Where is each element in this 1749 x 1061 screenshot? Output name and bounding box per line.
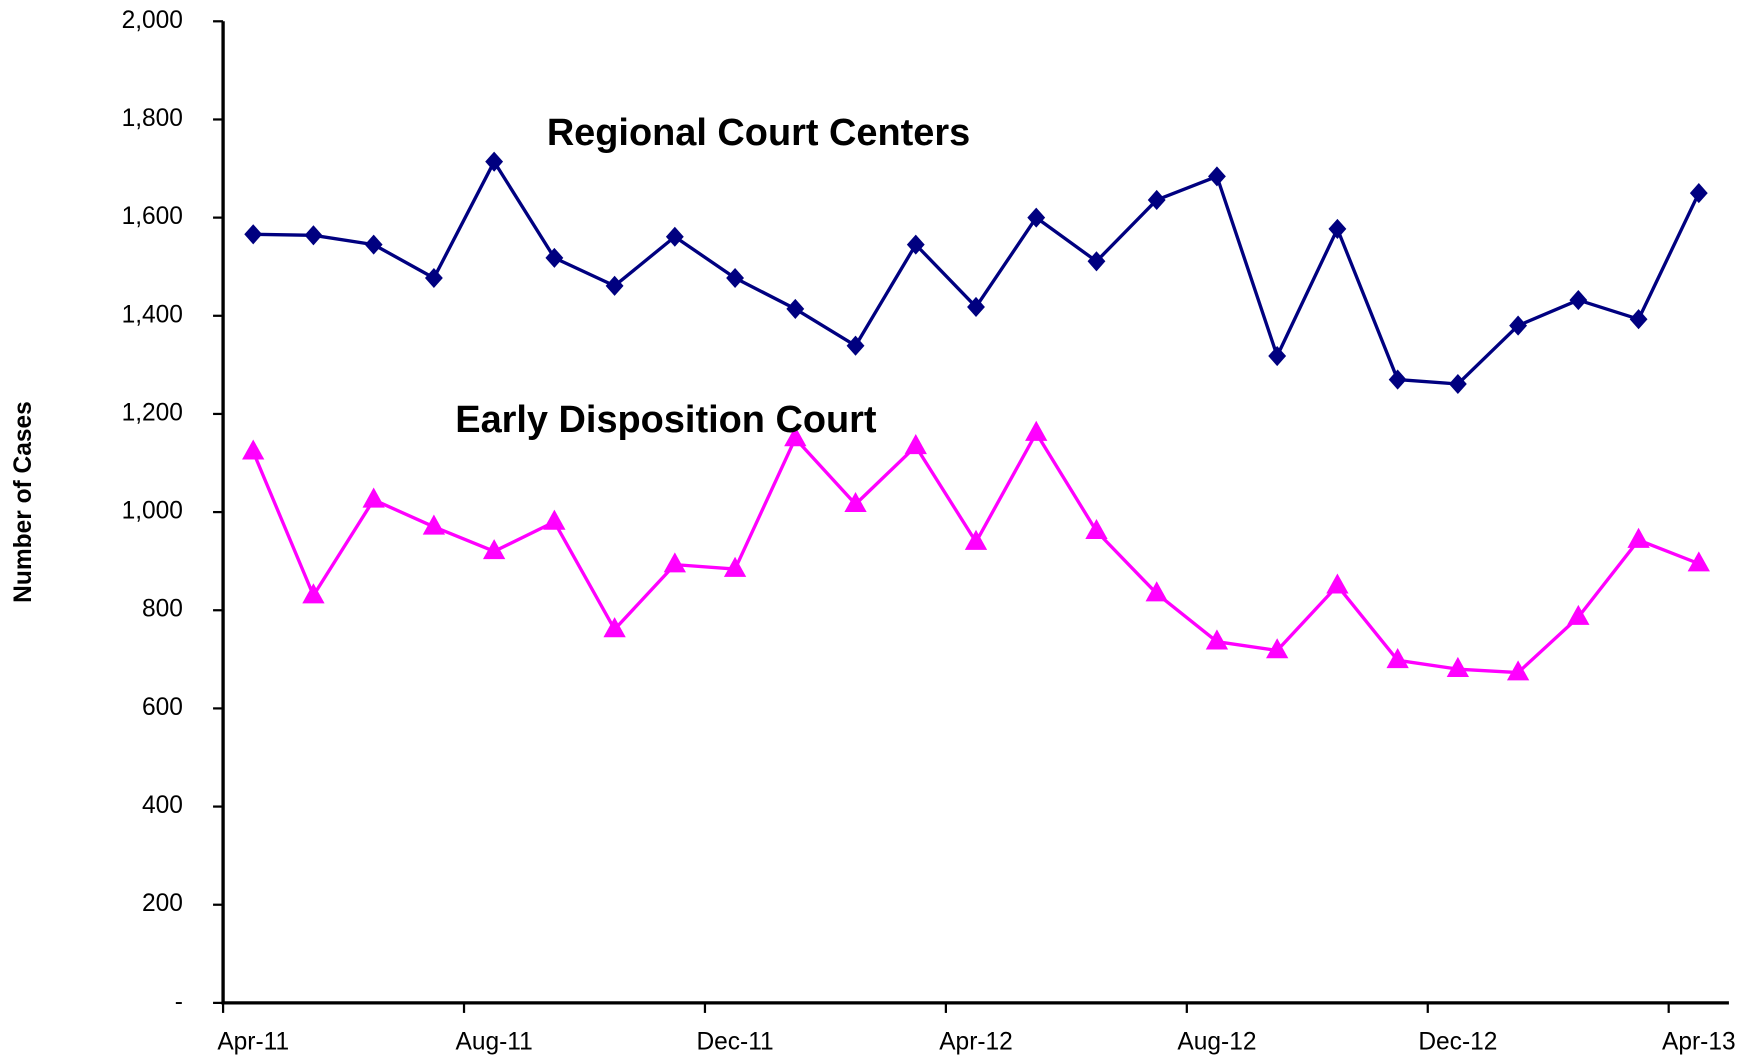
- marker: [1328, 218, 1347, 239]
- marker: [1506, 660, 1530, 681]
- marker: [603, 617, 626, 638]
- marker: [906, 234, 925, 255]
- marker: [1567, 604, 1590, 625]
- marker: [964, 529, 988, 550]
- series-annotation: Regional Court Centers: [547, 112, 970, 154]
- marker: [424, 267, 443, 289]
- marker: [482, 539, 506, 560]
- marker: [1627, 527, 1650, 548]
- marker: [1268, 345, 1287, 367]
- marker: [1687, 551, 1710, 572]
- marker: [1509, 315, 1528, 336]
- marker: [1266, 638, 1289, 659]
- marker: [485, 151, 504, 172]
- x-tick-label: Apr-13: [1662, 1029, 1736, 1056]
- marker: [1085, 518, 1108, 540]
- marker: [784, 426, 807, 447]
- x-tick-label: Aug-12: [1177, 1029, 1256, 1056]
- marker: [1629, 309, 1648, 330]
- marker: [362, 487, 385, 508]
- y-tick-label: 1,000: [122, 498, 183, 525]
- marker: [1208, 166, 1226, 187]
- x-tick-label: Aug-11: [456, 1029, 533, 1056]
- marker: [1025, 420, 1048, 441]
- marker: [663, 552, 686, 573]
- y-axis-title: Number of Cases: [10, 401, 37, 603]
- marker: [1446, 656, 1470, 677]
- marker: [242, 439, 265, 460]
- y-tick-label: 1,200: [122, 399, 183, 426]
- y-tick-label: 1,400: [122, 301, 183, 328]
- marker: [1147, 189, 1166, 210]
- marker: [1569, 290, 1588, 311]
- series-line: [253, 159, 1701, 386]
- marker: [786, 298, 805, 319]
- marker: [422, 514, 446, 535]
- marker: [726, 267, 744, 289]
- y-tick-label: 2,000: [122, 7, 183, 34]
- marker: [846, 335, 865, 356]
- y-tick-label: 400: [142, 792, 183, 819]
- marker: [1145, 581, 1168, 602]
- marker: [1386, 648, 1409, 669]
- marker: [605, 275, 624, 296]
- marker: [904, 434, 927, 455]
- marker: [364, 234, 383, 255]
- marker: [304, 225, 323, 246]
- marker: [244, 224, 263, 245]
- x-tick-label: Dec-12: [1418, 1029, 1497, 1056]
- y-tick-label: -: [175, 988, 183, 1015]
- x-tick-label: Apr-11: [217, 1029, 289, 1056]
- marker: [723, 556, 747, 577]
- y-tick-label: 1,600: [122, 203, 183, 230]
- y-tick-label: 800: [142, 596, 183, 623]
- marker: [1205, 629, 1229, 650]
- marker: [543, 509, 566, 530]
- marker: [844, 491, 867, 513]
- series-annotation: Early Disposition Court: [455, 399, 877, 441]
- y-tick-label: 200: [142, 890, 183, 917]
- marker: [1448, 373, 1467, 395]
- marker: [1388, 369, 1407, 390]
- marker: [302, 583, 325, 604]
- x-tick-label: Dec-11: [696, 1029, 773, 1056]
- y-tick-label: 600: [142, 694, 183, 721]
- marker: [1326, 573, 1349, 594]
- marker: [1689, 183, 1708, 204]
- series-line: [251, 431, 1700, 675]
- marker: [665, 226, 684, 247]
- x-tick-label: Apr-12: [939, 1029, 1013, 1056]
- marker: [545, 247, 564, 268]
- y-tick-label: 1,800: [122, 105, 183, 132]
